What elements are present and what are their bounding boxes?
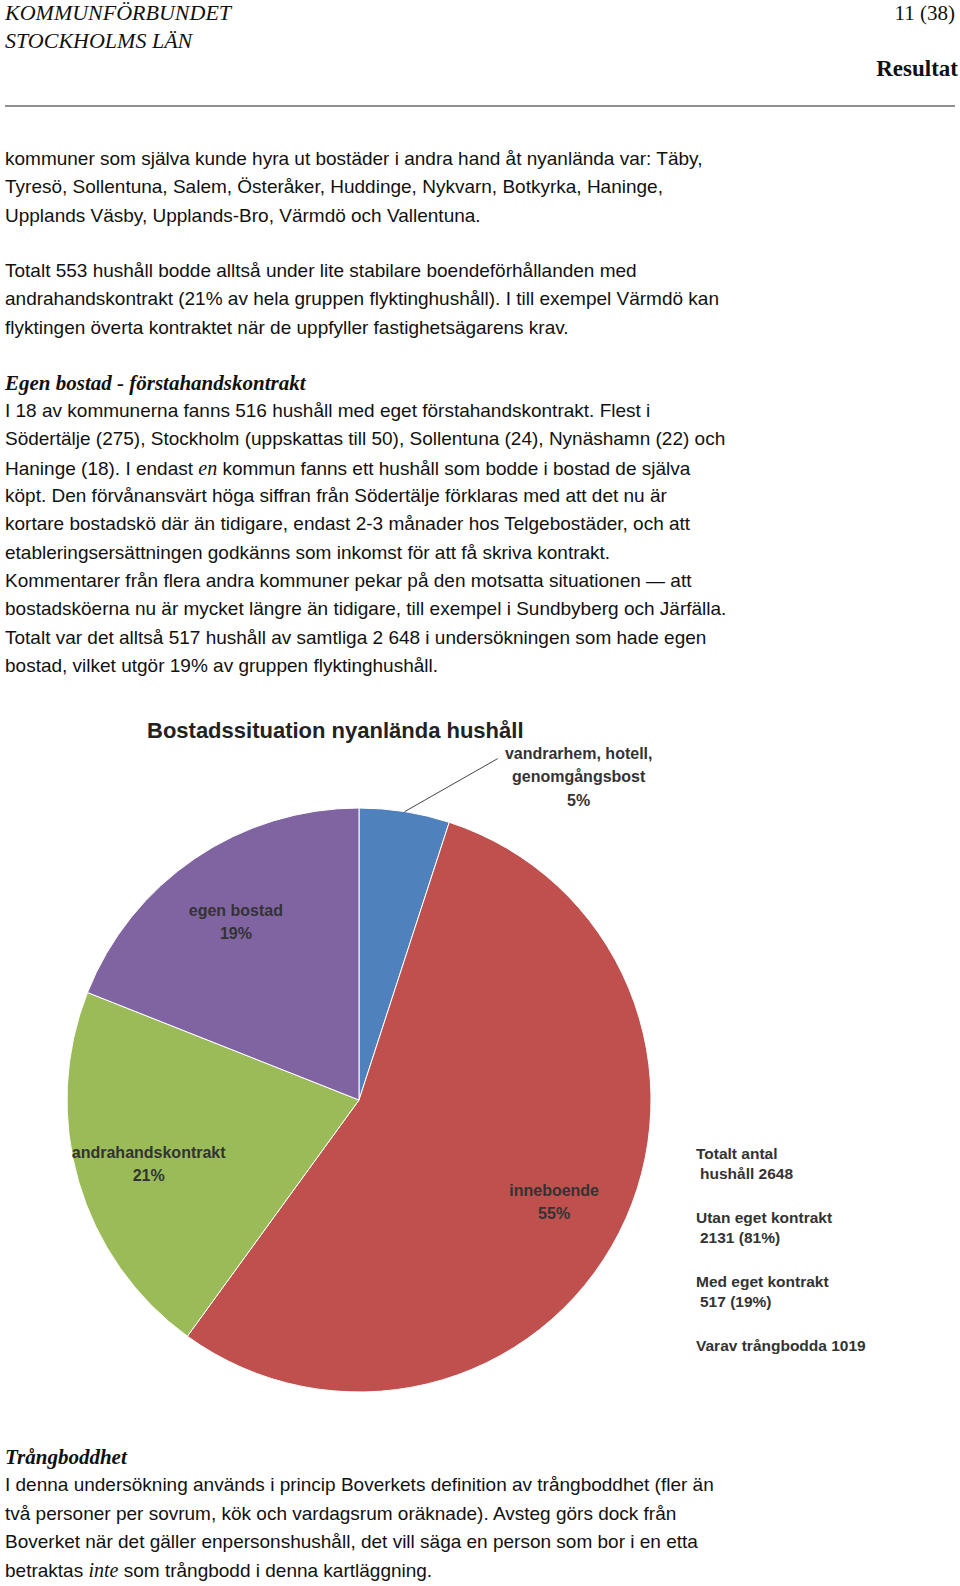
text-line: bostad, vilket utgör 19% av gruppen flyk… (5, 652, 438, 680)
text-line: I 18 av kommunerna fanns 516 hushåll med… (5, 397, 650, 425)
page: Bostadssituation nyanlända hushållvandra… (0, 0, 960, 1586)
annotation: 517 (19%) (700, 1293, 772, 1310)
annotation: Varav trångbodda 1019 (696, 1337, 866, 1354)
text-line: flyktingen överta kontraktet när de uppf… (5, 314, 569, 342)
value-label: 5% (567, 792, 590, 809)
pie-slices (67, 808, 651, 1392)
text-line: kortare bostadskö där än tidigare, endas… (5, 510, 690, 538)
chart-title: Bostadssituation nyanlända hushåll (147, 718, 524, 743)
leader-line (405, 759, 498, 812)
text-span: betraktas (5, 1560, 88, 1581)
category-label: egen bostad (189, 902, 283, 919)
emphasis: inte (88, 1559, 118, 1581)
text-line: kommuner som själva kunde hyra ut bostäd… (5, 145, 702, 173)
text-line: etableringsersättningen godkänns som ink… (5, 539, 610, 567)
text-line: Upplands Väsby, Upplands-Bro, Värmdö och… (5, 202, 481, 230)
text-line: Kommentarer från flera andra kommuner pe… (5, 567, 691, 595)
value-label: 19% (220, 925, 252, 942)
annotation: 2131 (81%) (700, 1229, 780, 1246)
text-line: bostadsköerna nu är mycket längre än tid… (5, 595, 726, 623)
text-line: Totalt 553 hushåll bodde alltså under li… (5, 257, 637, 285)
category-label-line: vandrarhem, hotell, (505, 745, 653, 762)
heading: Trångboddhet (5, 1443, 127, 1471)
text-line: Södertälje (275), Stockholm (uppskattas … (5, 425, 725, 453)
text-line: betraktas inte som trångbodd i denna kar… (5, 1556, 432, 1584)
text-span: Haninge (18). I endast (5, 458, 198, 479)
category-label: vandrarhem, hotell, genomgångsbost (505, 745, 653, 785)
text-line: Totalt var det alltså 517 hushåll av sam… (5, 624, 706, 652)
text-line: två personer per sovrum, kök och vardags… (5, 1500, 676, 1528)
emphasis: en (198, 457, 217, 479)
category-label-line: genomgångsbost (512, 768, 646, 785)
header-rule (5, 106, 955, 107)
category-label: inneboende (509, 1182, 599, 1199)
value-label: 21% (133, 1167, 165, 1184)
category-label: andrahandskontrakt (72, 1144, 226, 1161)
annotation: Med eget kontrakt (696, 1273, 829, 1290)
header-org: KOMMUNFÖRBUNDET (5, 0, 231, 27)
heading: Egen bostad - förstahandskontrakt (5, 369, 305, 397)
annotation: Totalt antal (696, 1145, 778, 1162)
page-number: 11 (38) (895, 0, 955, 27)
text-line: andrahandskontrakt (21% av hela gruppen … (5, 285, 719, 313)
annotations: Totalt antal hushåll 2648 Utan eget kontra… (696, 1145, 866, 1354)
text-line: köpt. Den förvånansvärt höga siffran frå… (5, 482, 667, 510)
text-span: kommun fanns ett hushåll som bodde i bos… (217, 458, 690, 479)
value-label: 55% (538, 1205, 570, 1222)
section-title: Resultat (876, 55, 958, 83)
header-org: STOCKHOLMS LÄN (5, 27, 192, 55)
text-line: Tyresö, Sollentuna, Salem, Österåker, Hu… (5, 173, 663, 201)
annotation: Utan eget kontrakt (696, 1209, 832, 1226)
text-line: I denna undersökning används i princip B… (5, 1471, 714, 1499)
pie-slice (88, 808, 359, 1100)
annotation: hushåll 2648 (700, 1165, 793, 1182)
text-span: som trångbodd i denna kartläggning. (118, 1560, 432, 1581)
text-line: Boverket när det gäller enpersonshushåll… (5, 1528, 698, 1556)
text-line: Haninge (18). I endast en kommun fanns e… (5, 454, 690, 482)
data-labels: vandrarhem, hotell, genomgångsbost 5% inneb… (72, 745, 653, 1223)
chart-svg: Bostadssituation nyanlända hushållvandra… (0, 0, 960, 1586)
